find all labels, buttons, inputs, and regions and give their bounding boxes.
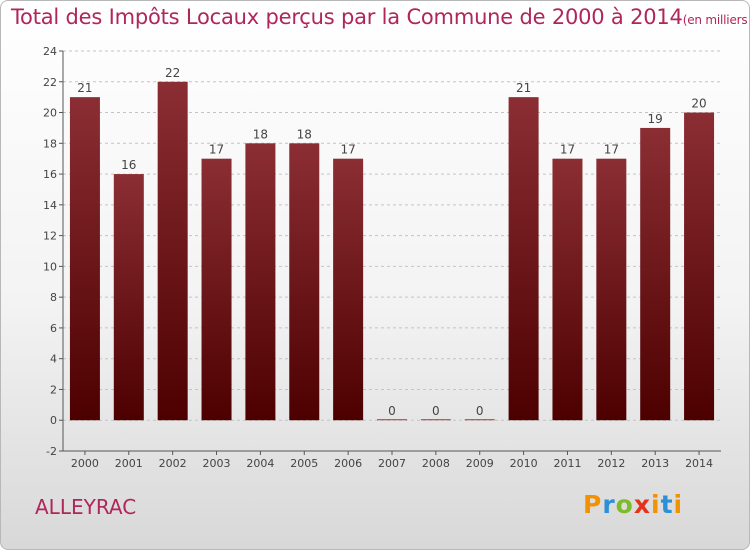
proxiti-logo: Proxiti: [583, 490, 684, 519]
x-tick-label-2010: 2010: [510, 457, 538, 470]
data-label-2013: 19: [648, 112, 663, 126]
y-tick-label: -2: [46, 445, 57, 458]
x-tick-label-2002: 2002: [159, 457, 187, 470]
unit-label: (en milliers d'€): [682, 13, 749, 27]
y-tick-label: 12: [43, 230, 57, 243]
x-tick-label-2000: 2000: [71, 457, 99, 470]
y-tick-label: 0: [50, 414, 57, 427]
data-label-2007: 0: [388, 404, 396, 418]
x-tick-label-2008: 2008: [422, 457, 450, 470]
bar-2002: [157, 81, 188, 421]
y-tick-label: 14: [43, 199, 57, 212]
bar-2004: [245, 143, 276, 421]
bar-2013: [640, 127, 671, 421]
x-tick-label-2006: 2006: [334, 457, 362, 470]
y-tick-label: 8: [50, 291, 57, 304]
data-label-2010: 21: [516, 81, 531, 95]
bar-2012: [596, 158, 627, 421]
data-label-2014: 20: [691, 97, 706, 111]
x-tick-label-2013: 2013: [641, 457, 669, 470]
data-label-2005: 18: [297, 127, 312, 141]
data-label-2008: 0: [432, 404, 440, 418]
y-tick-label: 24: [43, 45, 57, 58]
bar-2006: [333, 158, 364, 421]
y-tick-label: 22: [43, 76, 57, 89]
bar-2007: [377, 419, 407, 421]
x-tick-label-2007: 2007: [378, 457, 406, 470]
bar-2005: [289, 143, 320, 421]
y-tick-label: 10: [43, 260, 57, 273]
chart-title: Total des Impôts Locaux perçus par la Co…: [11, 5, 749, 29]
x-tick-label-2011: 2011: [553, 457, 581, 470]
x-tick-label-2009: 2009: [466, 457, 494, 470]
y-tick-label: 2: [50, 383, 57, 396]
data-label-2009: 0: [476, 404, 484, 418]
y-tick-label: 18: [43, 137, 57, 150]
data-label-2011: 17: [560, 143, 575, 157]
x-tick-label-2014: 2014: [685, 457, 713, 470]
bar-2010: [508, 97, 539, 421]
x-tick-label-2012: 2012: [597, 457, 625, 470]
y-tick-label: 4: [50, 353, 57, 366]
y-tick-label: 16: [43, 168, 57, 181]
bar-2003: [201, 158, 232, 421]
commune-name: ALLEYRAC: [35, 495, 137, 519]
data-label-2004: 18: [253, 127, 268, 141]
bar-2011: [552, 158, 583, 421]
y-tick-label: 6: [50, 322, 57, 335]
bar-2001: [113, 174, 144, 421]
x-tick-label-2004: 2004: [246, 457, 274, 470]
data-label-2000: 21: [77, 81, 92, 95]
bar-2000: [69, 97, 100, 421]
data-label-2012: 17: [604, 143, 619, 157]
x-tick-label-2003: 2003: [203, 457, 231, 470]
data-label-2002: 22: [165, 66, 180, 80]
bar-2008: [420, 419, 451, 421]
title-text: Total des Impôts Locaux perçus par la Co…: [11, 5, 683, 29]
y-tick-label: 20: [43, 107, 57, 120]
data-label-2003: 17: [209, 143, 224, 157]
x-tick-label-2005: 2005: [290, 457, 318, 470]
x-tick-label-2001: 2001: [115, 457, 143, 470]
data-label-2006: 17: [340, 143, 355, 157]
bar-2009: [464, 419, 495, 421]
bar-2014: [684, 112, 715, 421]
data-label-2001: 16: [121, 158, 136, 172]
